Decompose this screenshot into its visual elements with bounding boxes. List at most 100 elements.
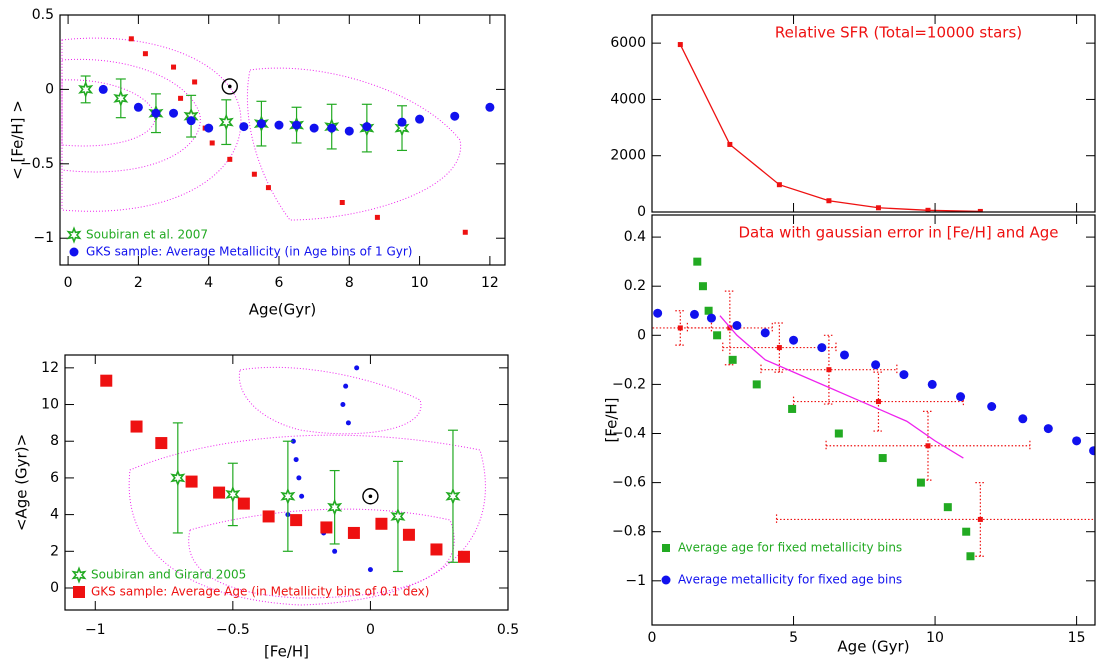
y-tick-label: −0.5 [20, 156, 54, 172]
square-point [178, 95, 184, 101]
y-axis-label: <Age (Gyr)> [13, 434, 31, 531]
point [899, 370, 909, 380]
square-point [925, 443, 931, 449]
square-point [130, 420, 143, 433]
y-tick-label: 2 [50, 543, 59, 559]
square-point [727, 141, 733, 147]
square-point [776, 182, 782, 188]
point [817, 343, 827, 353]
square-point [237, 497, 250, 510]
point [204, 123, 214, 133]
square-point [704, 306, 713, 315]
square-point [693, 257, 702, 266]
x-axis-label: [Fe/H] [264, 643, 309, 661]
point [362, 122, 372, 132]
star-point [225, 485, 241, 504]
point [415, 114, 425, 124]
y-tick-label: −0.6 [612, 475, 646, 491]
square-point [677, 42, 683, 48]
point [345, 420, 351, 426]
star-point [394, 119, 410, 137]
point [354, 365, 360, 371]
square-point [100, 374, 113, 387]
point [450, 111, 460, 121]
star-point [218, 113, 234, 131]
contour [61, 37, 242, 212]
x-tick-label: 0 [648, 630, 657, 646]
square-point [462, 229, 468, 235]
x-tick-label: 10 [926, 630, 944, 646]
square-point [227, 156, 233, 162]
sun-symbol [221, 78, 238, 95]
square-point [875, 205, 881, 211]
point [299, 493, 305, 499]
point [343, 383, 349, 389]
square-point [916, 478, 925, 487]
contour [61, 58, 201, 173]
square-point [192, 79, 198, 85]
frame [651, 14, 1096, 213]
square-point [962, 527, 971, 536]
plot-area [78, 36, 495, 235]
y-tick-label: 0 [637, 327, 646, 343]
point [344, 126, 354, 136]
y-tick-label: 0 [50, 580, 59, 596]
point [296, 475, 302, 481]
y-tick-label: −1 [625, 573, 646, 589]
point [1072, 436, 1082, 446]
star-point [445, 487, 461, 505]
star-point [113, 89, 129, 108]
y-tick-label: 2000 [610, 148, 646, 164]
point [290, 438, 296, 444]
annotation: Data with gaussian error in [Fe/H] and A… [738, 224, 1058, 242]
square-point [834, 429, 843, 438]
y-tick-label: −0.2 [612, 376, 646, 392]
point [69, 247, 79, 257]
x-tick-label: 15 [1068, 630, 1086, 646]
point [1043, 424, 1053, 434]
point [239, 122, 249, 132]
y-tick-label: 10 [41, 397, 59, 413]
plot-area [652, 257, 1095, 561]
point [689, 309, 699, 319]
square-point [752, 380, 761, 389]
point [274, 120, 284, 130]
y-tick-label: −1 [33, 230, 54, 246]
point [760, 328, 770, 338]
y-tick-label: 4 [50, 507, 59, 523]
point [332, 548, 338, 554]
square-point [826, 198, 832, 204]
legend-label: GKS sample: Average Metallicity (in Age … [86, 245, 412, 259]
legend-label: Soubiran et al. 2007 [86, 228, 208, 242]
point [133, 102, 143, 112]
point [186, 116, 196, 126]
point [956, 392, 966, 402]
star-point [78, 80, 94, 99]
point [1018, 414, 1028, 424]
point [293, 457, 299, 463]
square-point [265, 185, 271, 191]
contours [61, 37, 486, 606]
point [327, 123, 337, 133]
legend-label: Soubiran and Girard 2005 [91, 568, 246, 582]
square-point [878, 454, 887, 463]
series-line [679, 44, 981, 212]
square-point [155, 437, 168, 450]
point [839, 350, 849, 360]
y-tick-label: 8 [50, 433, 59, 449]
contour [238, 366, 422, 435]
square-point [347, 526, 360, 539]
square-point [713, 331, 722, 340]
point [706, 313, 716, 323]
frame [64, 354, 509, 611]
point [397, 117, 407, 127]
x-tick-label: 5 [789, 630, 798, 646]
star-point [280, 487, 296, 505]
point [98, 84, 108, 94]
square-point [662, 544, 670, 552]
square-point [826, 367, 832, 373]
x-axis-label: Age(Gyr) [249, 301, 316, 319]
x-axis-label: Age (Gyr) [837, 638, 909, 656]
square-point [185, 475, 198, 488]
